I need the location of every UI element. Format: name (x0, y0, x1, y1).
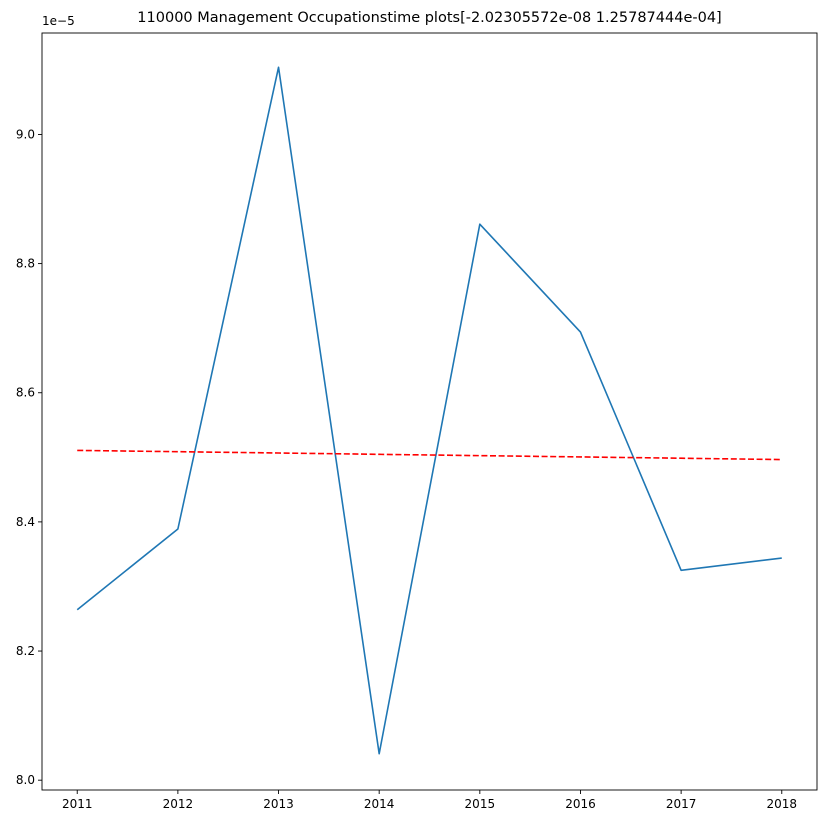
y-axis-offset-label: 1e−5 (42, 14, 75, 28)
x-tick-label: 2012 (163, 797, 194, 811)
y-tick-label: 8.8 (16, 257, 35, 271)
x-tick-label: 2015 (465, 797, 496, 811)
chart-title: 110000 Management Occupationstime plots[… (137, 10, 721, 26)
x-tick-label: 2017 (666, 797, 697, 811)
y-tick-label: 8.0 (16, 773, 35, 787)
axes-frame (41, 32, 818, 791)
x-tick-label: 2013 (263, 797, 294, 811)
x-tick-label: 2014 (364, 797, 395, 811)
y-tick-label: 9.0 (16, 127, 35, 141)
y-tick-label: 8.6 (16, 386, 35, 400)
y-tick-label: 8.2 (16, 644, 35, 658)
y-tick-label: 8.4 (16, 515, 35, 529)
x-tick-label: 2011 (62, 797, 93, 811)
series-line-0 (76, 66, 782, 755)
x-tick-label: 2016 (565, 797, 596, 811)
x-tick-label: 2018 (766, 797, 797, 811)
series-line-1 (77, 449, 782, 461)
